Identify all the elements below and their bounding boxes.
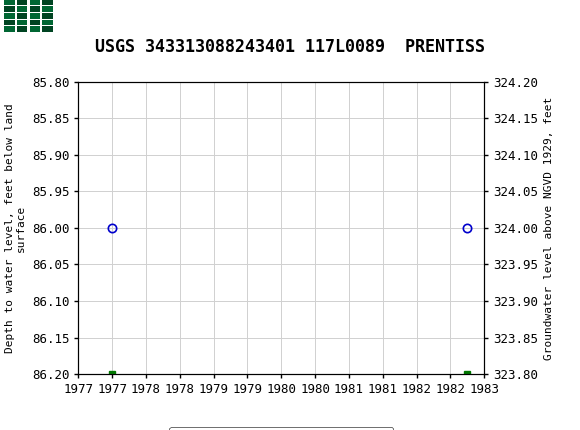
Bar: [3, 3, 52, 35]
Bar: [17, 0, 27, 5]
Bar: [4, 20, 15, 25]
Bar: [30, 20, 40, 25]
Bar: [30, 6, 40, 12]
Bar: [42, 20, 53, 25]
Y-axis label: Groundwater level above NGVD 1929, feet: Groundwater level above NGVD 1929, feet: [544, 96, 554, 359]
Bar: [4, 6, 15, 12]
Bar: [4, 0, 15, 5]
Bar: [42, 13, 53, 18]
Bar: [17, 13, 27, 18]
Bar: [4, 27, 15, 32]
Bar: [42, 0, 53, 5]
Bar: [30, 27, 40, 32]
Bar: [17, 6, 27, 12]
Bar: [42, 27, 53, 32]
Y-axis label: Depth to water level, feet below land
surface: Depth to water level, feet below land su…: [5, 103, 26, 353]
Bar: [30, 0, 40, 5]
Bar: [17, 27, 27, 32]
Text: USGS: USGS: [58, 9, 118, 28]
Bar: [42, 6, 53, 12]
Bar: [30, 13, 40, 18]
Text: USGS 343313088243401 117L0089  PRENTISS: USGS 343313088243401 117L0089 PRENTISS: [95, 38, 485, 56]
Bar: [17, 20, 27, 25]
Legend: Period of approved data: Period of approved data: [169, 427, 393, 430]
Bar: [4, 13, 15, 18]
